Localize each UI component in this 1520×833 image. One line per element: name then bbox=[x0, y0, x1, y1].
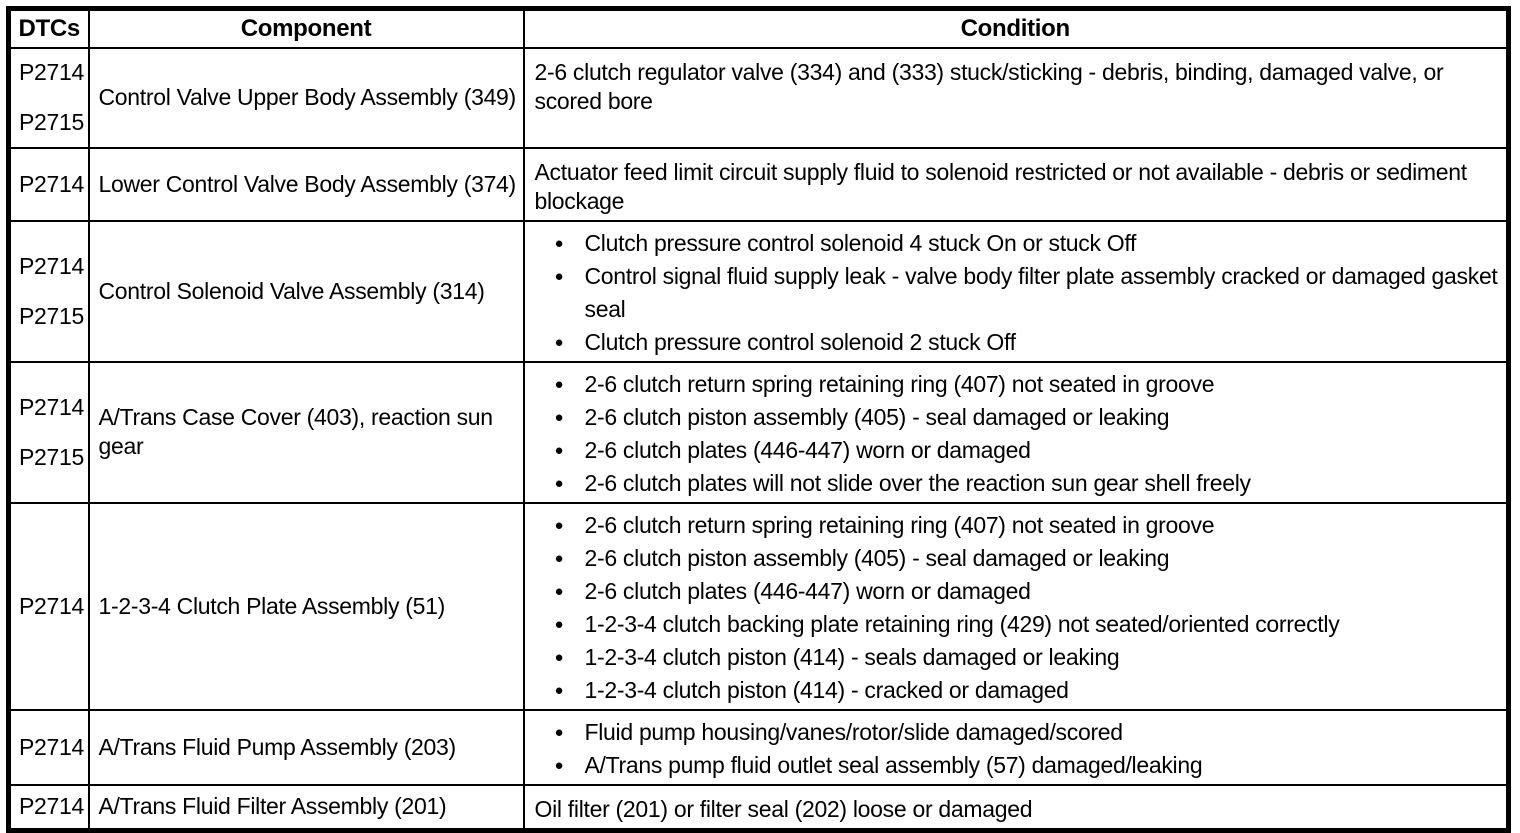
condition-text: 2-6 clutch plates will not slide over th… bbox=[584, 469, 1252, 496]
condition-text: 2-6 clutch return spring retaining ring … bbox=[584, 511, 1215, 538]
condition-item: ● 2-6 clutch return spring retaining rin… bbox=[552, 509, 1503, 542]
condition-item: ● Clutch pressure control solenoid 4 stu… bbox=[552, 227, 1503, 260]
condition-text: 2-6 clutch plates (446-447) worn or dama… bbox=[584, 436, 1031, 463]
condition-item: ● 2-6 clutch plates (446-447) worn or da… bbox=[552, 575, 1503, 608]
condition-cell: ● 2-6 clutch return spring retaining rin… bbox=[522, 501, 1510, 711]
condition-text: Control signal fluid supply leak - valve… bbox=[584, 262, 1498, 322]
header-dtcs: DTCs bbox=[7, 7, 90, 49]
condition-item: ● 1-2-3-4 clutch piston (414) - seals da… bbox=[552, 641, 1503, 674]
condition-list: ● Clutch pressure control solenoid 4 stu… bbox=[526, 227, 1503, 359]
bullet-icon: ● bbox=[554, 267, 564, 285]
dtc-code: P2714 bbox=[19, 59, 85, 85]
condition-cell: Actuator feed limit circuit supply fluid… bbox=[522, 146, 1510, 222]
condition-list: ● 2-6 clutch return spring retaining rin… bbox=[526, 509, 1503, 707]
dtc-code: P2714 bbox=[19, 170, 85, 197]
bullet-icon: ● bbox=[554, 756, 564, 774]
bullet-icon: ● bbox=[554, 648, 564, 666]
condition-text: 2-6 clutch return spring retaining ring … bbox=[584, 370, 1215, 397]
component-cell: 1-2-3-4 Clutch Plate Assembly (51) bbox=[87, 501, 525, 711]
condition-text: 2-6 clutch plates (446-447) worn or dama… bbox=[584, 577, 1031, 604]
condition-cell: ● Fluid pump housing/vanes/rotor/slide d… bbox=[522, 708, 1510, 786]
condition-item: ● Fluid pump housing/vanes/rotor/slide d… bbox=[552, 716, 1503, 749]
condition-item: ● A/Trans pump fluid outlet seal assembl… bbox=[552, 749, 1503, 782]
bullet-icon: ● bbox=[554, 516, 564, 534]
bullet-icon: ● bbox=[554, 408, 564, 426]
dtc-cell: P2714 P2715 bbox=[7, 360, 90, 504]
condition-text: Clutch pressure control solenoid 4 stuck… bbox=[584, 229, 1137, 256]
condition-item: ● 2-6 clutch return spring retaining rin… bbox=[552, 368, 1503, 401]
condition-text: 1-2-3-4 clutch piston (414) - cracked or… bbox=[584, 676, 1069, 703]
bullet-icon: ● bbox=[554, 333, 564, 351]
bullet-icon: ● bbox=[554, 723, 564, 741]
table-row: P2714 1-2-3-4 Clutch Plate Assembly (51)… bbox=[7, 501, 1510, 711]
table-row: P2714 A/Trans Fluid Pump Assembly (203) … bbox=[7, 708, 1510, 786]
condition-text: A/Trans pump fluid outlet seal assembly … bbox=[584, 751, 1203, 778]
condition-item: ● 2-6 clutch piston assembly (405) - sea… bbox=[552, 542, 1503, 575]
condition-cell: Oil filter (201) or filter seal (202) lo… bbox=[522, 783, 1510, 831]
bullet-icon: ● bbox=[554, 582, 564, 600]
dtc-cell: P2714 P2715 bbox=[7, 46, 90, 149]
condition-cell: 2-6 clutch regulator valve (334) and (33… bbox=[522, 46, 1510, 149]
bullet-icon: ● bbox=[554, 474, 564, 492]
header-row: DTCs Component Condition bbox=[7, 7, 1510, 49]
dtc-cell: P2714 bbox=[7, 708, 90, 786]
condition-list: ● Fluid pump housing/vanes/rotor/slide d… bbox=[526, 716, 1503, 782]
bullet-icon: ● bbox=[554, 375, 564, 393]
condition-item: ● Clutch pressure control solenoid 2 stu… bbox=[552, 326, 1503, 359]
table-row: P2714 P2715 A/Trans Case Cover (403), re… bbox=[7, 360, 1510, 504]
condition-item: ● 2-6 clutch plates (446-447) worn or da… bbox=[552, 434, 1503, 467]
dtc-code: P2714 bbox=[19, 733, 85, 760]
condition-text: 2-6 clutch piston assembly (405) - seal … bbox=[584, 544, 1170, 571]
condition-item: ● Control signal fluid supply leak - val… bbox=[552, 260, 1503, 326]
bullet-icon: ● bbox=[554, 234, 564, 252]
condition-item: ● 2-6 clutch piston assembly (405) - sea… bbox=[552, 401, 1503, 434]
dtc-cell: P2714 bbox=[7, 783, 90, 831]
condition-text: 1-2-3-4 clutch backing plate retaining r… bbox=[584, 610, 1340, 637]
dtc-code: P2715 bbox=[19, 109, 85, 135]
dtc-cell: P2714 bbox=[7, 146, 90, 222]
component-cell: Control Valve Upper Body Assembly (349) bbox=[87, 46, 525, 149]
condition-item: ● 2-6 clutch plates will not slide over … bbox=[552, 467, 1503, 500]
condition-cell: ● 2-6 clutch return spring retaining rin… bbox=[522, 360, 1510, 504]
table-row: P2714 P2715 Control Solenoid Valve Assem… bbox=[7, 219, 1510, 363]
table-row: P2714 P2715 Control Valve Upper Body Ass… bbox=[7, 46, 1510, 149]
component-cell: A/Trans Fluid Filter Assembly (201) bbox=[87, 783, 525, 831]
table-row: P2714 A/Trans Fluid Filter Assembly (201… bbox=[7, 783, 1510, 831]
condition-item: ● 1-2-3-4 clutch piston (414) - cracked … bbox=[552, 674, 1503, 707]
dtc-code: P2714 bbox=[19, 592, 85, 619]
bullet-icon: ● bbox=[554, 681, 564, 699]
dtc-code: P2714 bbox=[19, 393, 85, 420]
header-component: Component bbox=[87, 7, 525, 49]
component-cell: A/Trans Fluid Pump Assembly (203) bbox=[87, 708, 525, 786]
bullet-icon: ● bbox=[554, 615, 564, 633]
bullet-icon: ● bbox=[554, 549, 564, 567]
condition-text: 1-2-3-4 clutch piston (414) - seals dama… bbox=[584, 643, 1120, 670]
header-condition: Condition bbox=[522, 7, 1510, 49]
dtc-cell: P2714 P2715 bbox=[7, 219, 90, 363]
table-row: P2714 Lower Control Valve Body Assembly … bbox=[7, 146, 1510, 222]
condition-item: ● 1-2-3-4 clutch backing plate retaining… bbox=[552, 608, 1503, 641]
dtc-code: P2714 bbox=[19, 252, 85, 279]
component-cell: Control Solenoid Valve Assembly (314) bbox=[87, 219, 525, 363]
dtc-code: P2715 bbox=[19, 302, 85, 329]
condition-cell: ● Clutch pressure control solenoid 4 stu… bbox=[522, 219, 1510, 363]
condition-text: Clutch pressure control solenoid 2 stuck… bbox=[584, 328, 1017, 355]
condition-list: ● 2-6 clutch return spring retaining rin… bbox=[526, 368, 1503, 500]
component-cell: A/Trans Case Cover (403), reaction sun g… bbox=[87, 360, 525, 504]
component-cell: Lower Control Valve Body Assembly (374) bbox=[87, 146, 525, 222]
condition-text: 2-6 clutch piston assembly (405) - seal … bbox=[584, 403, 1170, 430]
dtc-code: P2714 bbox=[19, 793, 85, 819]
bullet-icon: ● bbox=[554, 441, 564, 459]
dtc-code: P2715 bbox=[19, 443, 85, 470]
dtc-cell: P2714 bbox=[7, 501, 90, 711]
dtc-condition-table: DTCs Component Condition P2714 P2715 Con… bbox=[6, 6, 1511, 833]
condition-text: Fluid pump housing/vanes/rotor/slide dam… bbox=[584, 718, 1124, 745]
